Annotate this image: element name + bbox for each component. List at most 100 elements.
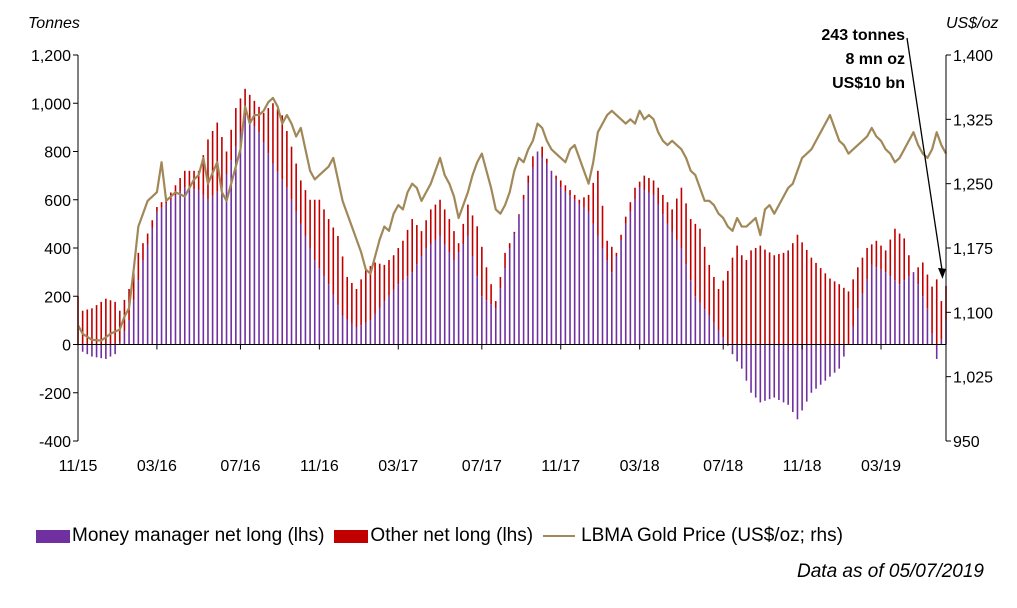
- bar-other: [555, 175, 557, 180]
- bar-other: [903, 238, 906, 281]
- bar-other: [295, 163, 297, 212]
- bar-money-manager: [202, 194, 205, 345]
- bar-other: [485, 267, 488, 301]
- bar-other: [457, 243, 460, 253]
- legend-label-price: LBMA Gold Price (US$/oz; rhs): [581, 525, 843, 546]
- x-tick-label: 07/16: [220, 458, 260, 475]
- bar-other: [221, 137, 223, 188]
- bar-other: [439, 199, 441, 236]
- bar-other: [351, 282, 353, 324]
- bar-money-manager: [680, 248, 683, 345]
- bar-money-manager: [323, 276, 325, 345]
- bar-money-manager: [912, 272, 915, 345]
- bar-money-manager: [267, 153, 270, 345]
- bar-other: [476, 226, 478, 277]
- bar-money-manager: [787, 344, 789, 405]
- bar-other: [861, 257, 864, 294]
- bar-money-manager: [397, 284, 400, 345]
- bar-money-manager: [801, 344, 803, 411]
- right-tick-label: 950: [953, 434, 980, 451]
- bar-money-manager: [100, 344, 103, 359]
- bar-other: [429, 209, 432, 244]
- bar-other: [202, 155, 205, 195]
- bar-money-manager: [197, 190, 200, 345]
- bar-other: [109, 300, 112, 345]
- bar-money-manager: [740, 344, 743, 369]
- bar-other: [100, 301, 103, 345]
- bar-other: [388, 260, 390, 296]
- bar-money-manager: [341, 315, 344, 345]
- bar-other: [267, 108, 270, 154]
- bar-money-manager: [699, 302, 701, 345]
- x-tick-label: 03/17: [378, 458, 418, 475]
- bar-money-manager: [216, 191, 219, 345]
- bar-other: [833, 281, 836, 345]
- bar-other: [829, 278, 831, 345]
- bar-money-manager: [880, 269, 882, 345]
- left-tick-label: 600: [44, 193, 71, 210]
- bar-money-manager: [615, 256, 618, 345]
- bar-other: [248, 94, 251, 121]
- bar-other: [866, 248, 868, 280]
- bar-other: [940, 301, 943, 340]
- bar-money-manager: [272, 163, 274, 345]
- bar-money-manager: [573, 199, 576, 345]
- bar-money-manager: [921, 296, 924, 345]
- x-tick-label: 11/15: [59, 458, 98, 475]
- bar-money-manager: [875, 267, 878, 345]
- bar-money-manager: [796, 344, 799, 420]
- bar-money-manager: [248, 120, 251, 345]
- bar-money-manager: [295, 211, 297, 345]
- bar-other: [852, 279, 854, 327]
- annotation-arrow: [906, 37, 943, 270]
- bar-other: [745, 260, 748, 345]
- bar-other: [494, 301, 497, 309]
- bar-money-manager: [420, 256, 423, 345]
- bar-other: [652, 180, 655, 195]
- gold-price-line: [77, 96, 947, 342]
- bar-other: [880, 245, 882, 270]
- bar-other: [870, 244, 873, 265]
- bar-other: [235, 108, 237, 147]
- bar-other: [722, 280, 724, 338]
- bar-money-manager: [221, 187, 223, 345]
- bar-other: [689, 219, 692, 281]
- bar-money-manager: [313, 260, 316, 345]
- bar-money-manager: [137, 280, 140, 345]
- bar-other: [754, 248, 757, 345]
- bar-money-manager: [170, 199, 172, 345]
- bar-other: [717, 289, 720, 331]
- bar-money-manager: [476, 276, 478, 345]
- bar-money-manager: [583, 207, 585, 345]
- bar-other: [666, 202, 669, 224]
- bar-other: [620, 234, 622, 240]
- bar-money-manager: [782, 344, 785, 403]
- ticks-layer: 1,200 1,000 800 600 400 200 0 -200 -400 1,400 1,32…: [31, 48, 993, 475]
- bar-other: [360, 279, 362, 326]
- bar-other: [768, 252, 771, 345]
- footnote: Data as of 05/07/2019: [797, 561, 984, 582]
- bar-money-manager: [824, 344, 827, 381]
- bar-money-manager: [109, 344, 112, 357]
- bar-other: [889, 239, 892, 277]
- bar-money-manager: [866, 279, 868, 345]
- bar-other: [569, 190, 571, 196]
- bar-other: [160, 202, 163, 208]
- bar-money-manager: [689, 280, 692, 345]
- bar-money-manager: [792, 344, 794, 413]
- bar-money-manager: [211, 195, 214, 345]
- bar-other: [606, 240, 608, 261]
- bar-other: [792, 243, 794, 345]
- bar-other: [420, 231, 423, 257]
- legend-swatch-money-manager: [36, 529, 70, 543]
- price-layer: [77, 96, 947, 342]
- bar-other: [824, 273, 827, 345]
- bar-other: [471, 215, 474, 257]
- bar-money-manager: [346, 319, 349, 345]
- bar-other: [383, 264, 386, 302]
- bar-money-manager: [778, 344, 780, 400]
- right-tick-label: 1,100: [953, 305, 993, 322]
- legend-label-money-manager: Money manager net long (lhs): [72, 525, 325, 546]
- legend-item-other: Other net long (lhs): [334, 525, 533, 547]
- bar-other: [894, 228, 896, 281]
